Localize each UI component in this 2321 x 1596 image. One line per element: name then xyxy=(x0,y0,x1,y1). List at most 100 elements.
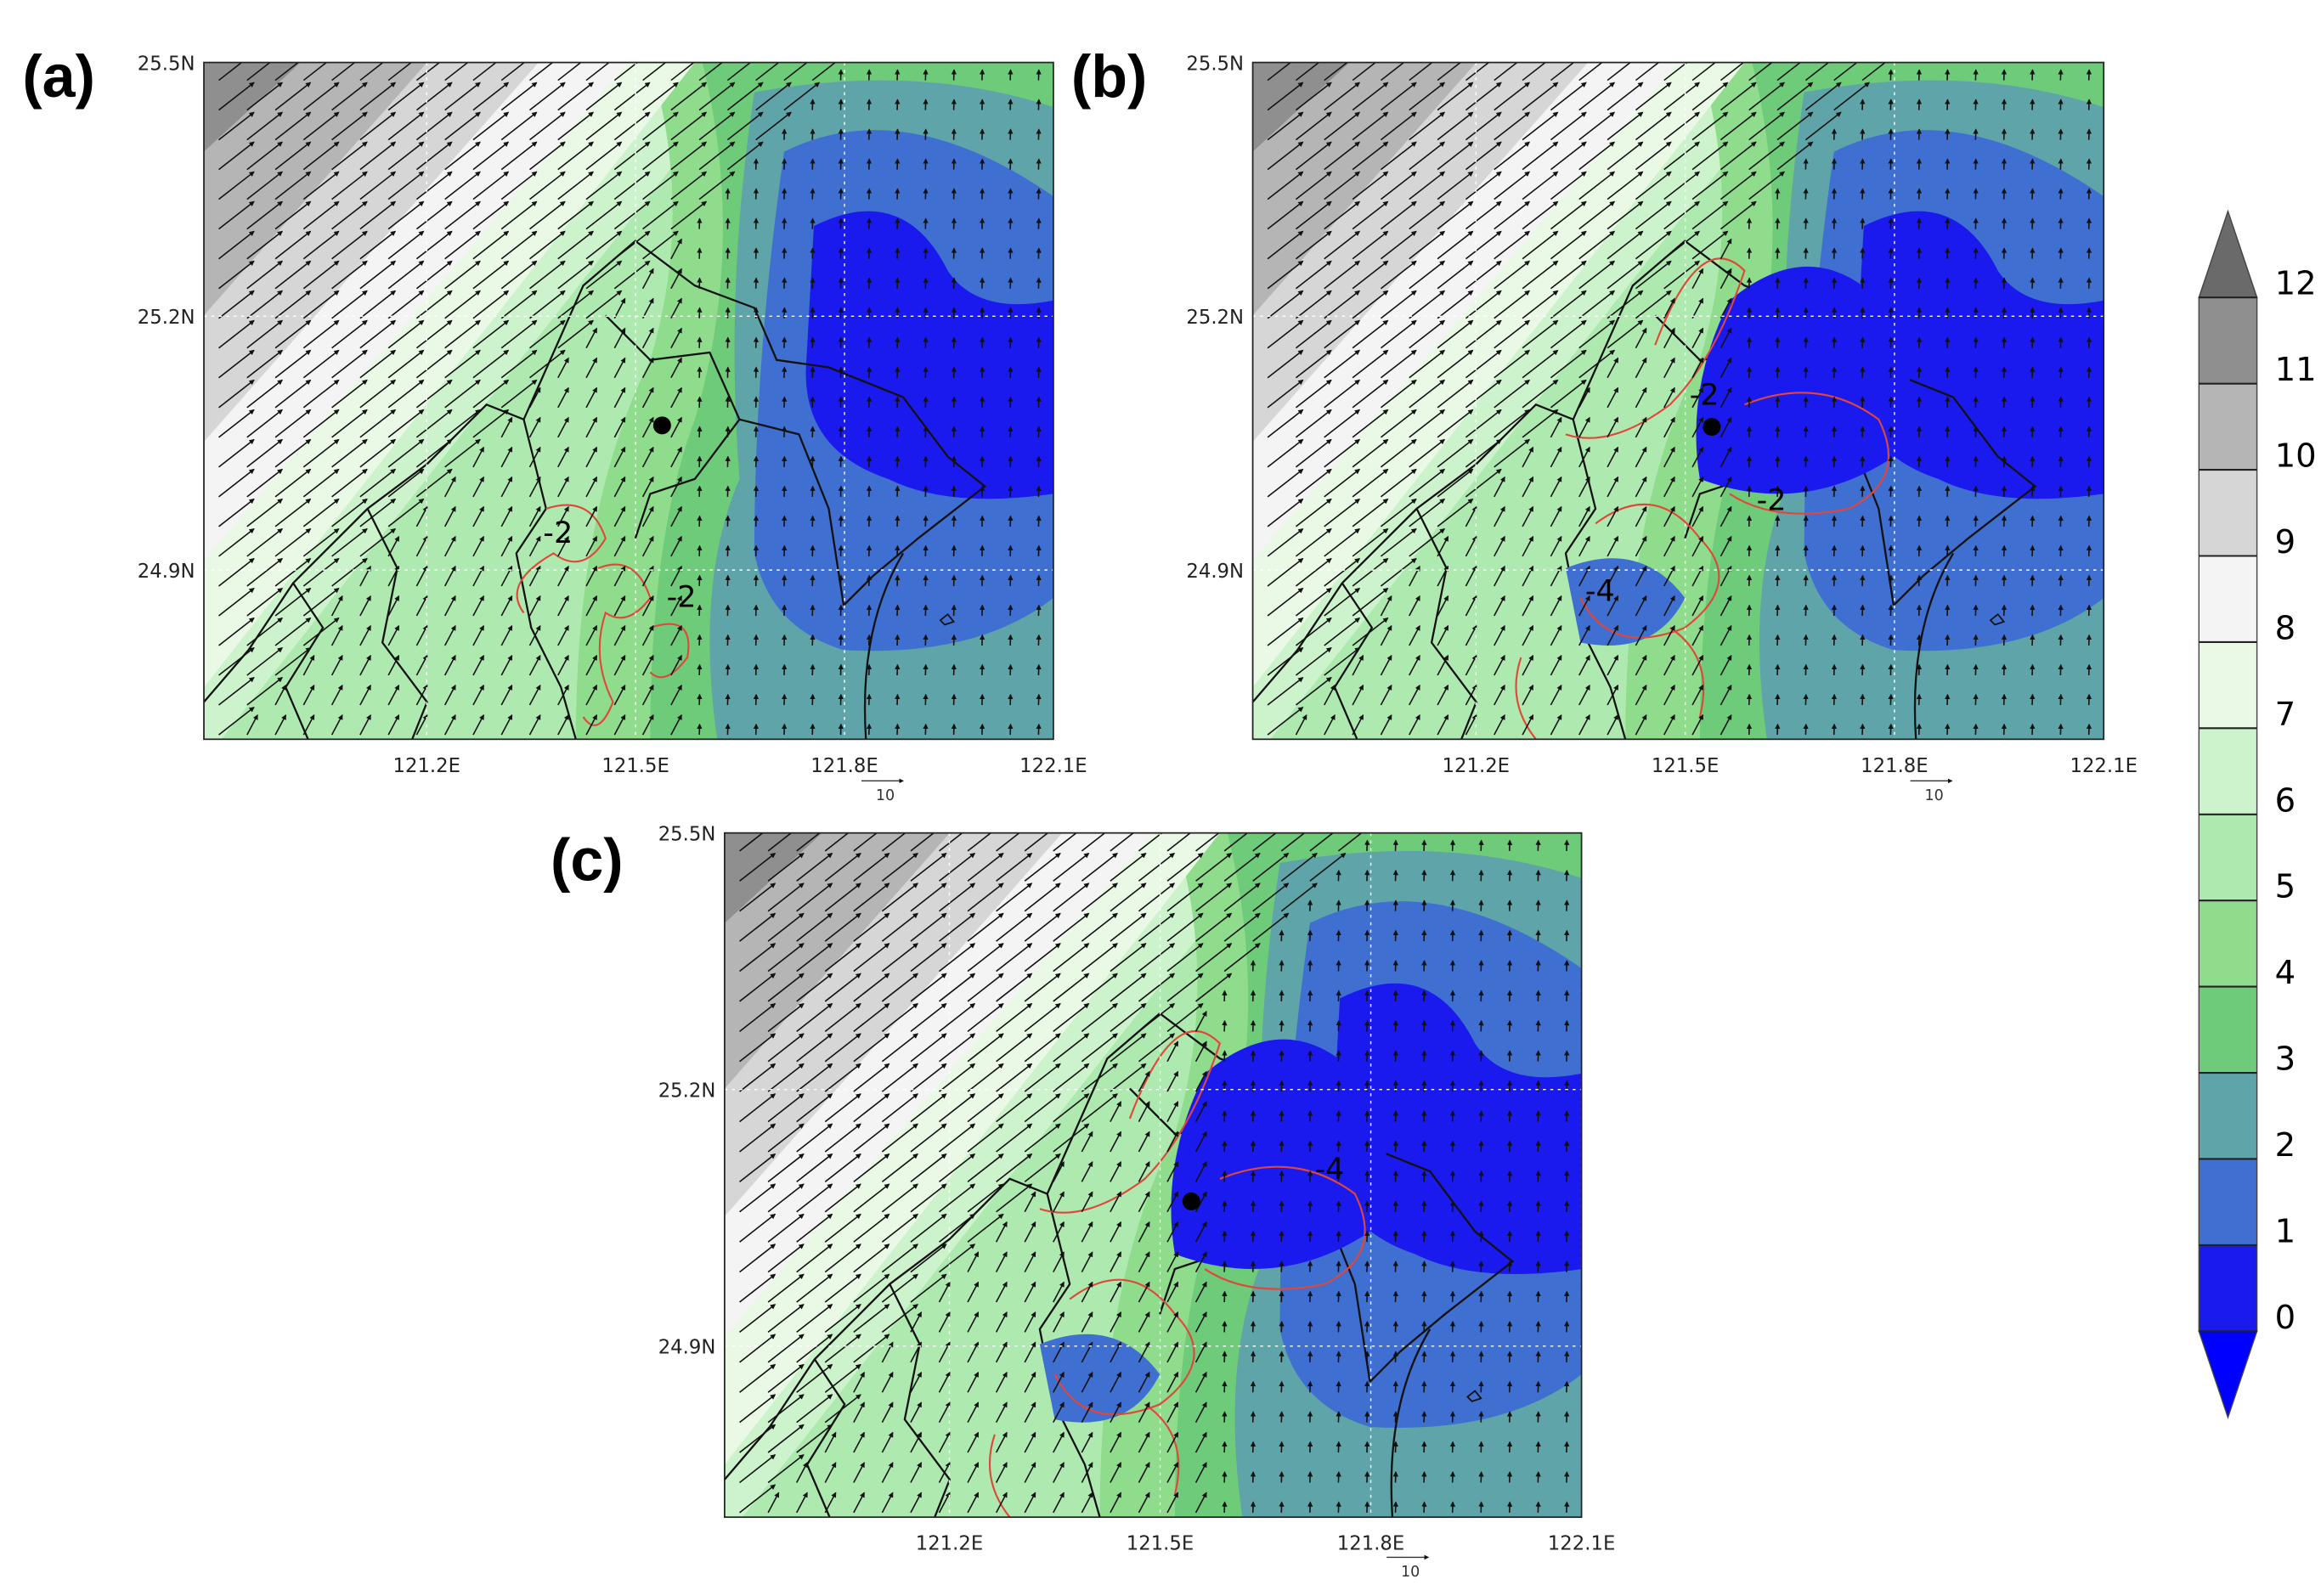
wind-arrow xyxy=(302,82,340,111)
wind-arrow xyxy=(1776,111,1814,141)
wind-arrow xyxy=(726,141,764,171)
wind-arrow xyxy=(1522,260,1559,290)
wind-arrow xyxy=(613,171,651,200)
wind-arrow xyxy=(1409,171,1446,200)
wind-arrow xyxy=(246,677,284,706)
wind-arrow xyxy=(1691,62,1717,82)
wind-arrow xyxy=(1267,260,1304,290)
wind-arrow xyxy=(557,565,569,587)
wind-arrow xyxy=(1663,200,1701,230)
wind-arrow xyxy=(302,62,328,82)
wind-arrow xyxy=(218,438,255,468)
wind-arrow xyxy=(1663,62,1688,82)
wind-arrow xyxy=(218,409,255,438)
wind-arrow xyxy=(274,468,312,498)
wind-arrow xyxy=(642,62,667,82)
wind-arrow xyxy=(218,171,255,200)
plot-frame xyxy=(203,61,1054,741)
wind-arrow xyxy=(1720,200,1757,230)
wind-arrow xyxy=(1578,200,1616,230)
wind-arrow xyxy=(585,595,598,617)
wind-arrow xyxy=(246,290,284,319)
wind-arrow xyxy=(670,446,682,468)
wind-arrow xyxy=(1352,260,1389,290)
wind-arrow xyxy=(1776,62,1802,82)
wind-arrow xyxy=(1295,468,1332,498)
wind-arrow xyxy=(302,230,340,260)
wind-arrow xyxy=(528,505,541,527)
wind-arrow xyxy=(415,565,428,587)
wind-arrow xyxy=(415,438,453,468)
wind-arrow xyxy=(1663,327,1675,349)
wind-arrow xyxy=(1691,171,1729,200)
wind-arrow xyxy=(472,505,484,527)
wind-arrow xyxy=(1295,171,1332,200)
wind-arrow xyxy=(528,446,541,468)
wind-arrow xyxy=(246,200,284,230)
wind-arrow xyxy=(1465,200,1502,230)
wind-arrow xyxy=(330,684,343,706)
wind-arrow xyxy=(1295,62,1320,82)
wind-arrow xyxy=(698,171,736,200)
wind-arrow xyxy=(246,111,284,141)
wind-arrow xyxy=(1691,82,1729,111)
wind-arrow xyxy=(585,62,611,82)
wind-arrow xyxy=(1352,62,1377,82)
colorbar-label: 11 xyxy=(2275,351,2317,389)
wind-arrow xyxy=(274,684,287,706)
wind-arrow xyxy=(585,386,598,409)
wind-arrow xyxy=(1720,357,1732,379)
wind-arrow xyxy=(1550,260,1587,290)
wind-arrow xyxy=(472,230,510,260)
wind-arrow xyxy=(641,416,654,438)
wind-arrow xyxy=(642,82,679,111)
wind-arrow xyxy=(557,260,595,290)
wind-arrow xyxy=(218,111,255,141)
wind-arrow xyxy=(557,416,569,438)
x-tick-label: 121.2E xyxy=(1443,755,1511,777)
colorbar-label: 9 xyxy=(2275,523,2296,561)
wind-arrow xyxy=(1295,230,1332,260)
wind-arrow xyxy=(359,468,397,498)
wind-arrow xyxy=(246,713,258,736)
wind-arrow xyxy=(613,535,626,557)
wind-arrow xyxy=(1437,438,1474,468)
wind-arrow xyxy=(218,260,255,290)
wind-arrow xyxy=(1691,416,1704,438)
colorbar-segment xyxy=(2199,1073,2257,1159)
wind-arrow xyxy=(1494,141,1531,171)
wind-arrow xyxy=(1437,200,1474,230)
wind-arrow xyxy=(359,654,371,676)
wind-arrow xyxy=(330,713,343,736)
wind-arrow xyxy=(331,141,368,171)
wind-arrow xyxy=(1804,62,1830,82)
wind-arrow xyxy=(415,260,453,290)
wind-arrow xyxy=(218,618,255,646)
wind-arrow xyxy=(1720,416,1732,438)
wind-arrow xyxy=(1607,230,1644,260)
wind-arrow xyxy=(218,677,255,706)
wind-arrow xyxy=(1465,62,1490,82)
x-tick-label: 121.8E xyxy=(1861,755,1929,777)
wind-arrow xyxy=(218,349,255,379)
wind-arrow xyxy=(415,535,428,557)
wind-arrow xyxy=(670,684,682,706)
wind-arrow xyxy=(585,624,598,646)
wind-arrow xyxy=(246,230,284,260)
wind-arrow xyxy=(1550,171,1587,200)
wind-arrow xyxy=(415,141,453,171)
wind-arrow xyxy=(246,171,284,200)
wind-arrow xyxy=(218,527,255,557)
wind-arrow xyxy=(557,654,569,676)
wind-arrow xyxy=(670,624,682,646)
wind-arrow xyxy=(1267,230,1304,260)
wind-arrow xyxy=(359,438,397,468)
wind-arrow xyxy=(359,141,397,171)
wind-arrow xyxy=(585,654,598,676)
wind-arrow xyxy=(1380,82,1417,111)
wind-arrow xyxy=(218,498,255,527)
wind-arrow xyxy=(1380,62,1405,82)
wind-arrow xyxy=(1352,290,1389,319)
wind-arrow xyxy=(585,713,598,736)
